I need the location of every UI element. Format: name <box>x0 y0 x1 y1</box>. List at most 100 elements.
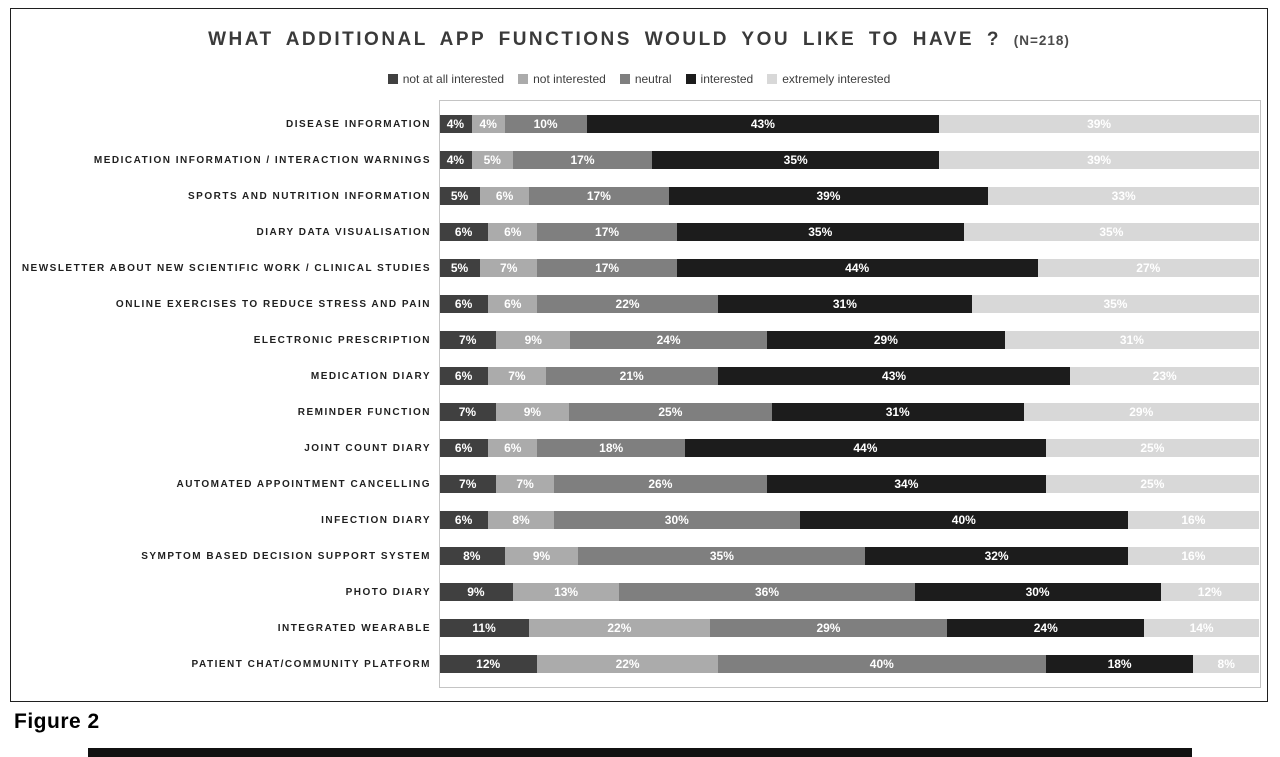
bar-segment: 35% <box>971 295 1259 313</box>
segment-label: 12% <box>476 657 501 671</box>
bar-segment: 17% <box>512 151 653 169</box>
segment-label: 4% <box>479 117 497 131</box>
bar-segment: 5% <box>439 187 480 205</box>
row-label: SYMPTOM BASED DECISION SUPPORT SYSTEM <box>141 550 431 562</box>
bar-segment: 6% <box>488 295 538 313</box>
segment-label: 6% <box>504 297 522 311</box>
bar-row: NEWSLETTER ABOUT NEW SCIENTIFIC WORK / C… <box>15 250 1259 286</box>
bar-segment: 39% <box>939 115 1259 133</box>
segment-label: 22% <box>615 657 640 671</box>
bar-segment: 30% <box>553 511 800 529</box>
bar-segment: 25% <box>1045 439 1259 457</box>
segment-label: 22% <box>607 621 632 635</box>
bar-segment: 44% <box>684 439 1046 457</box>
segment-label: 4% <box>446 153 465 167</box>
row-label: INTEGRATED WEARABLE <box>277 622 431 634</box>
legend-label: interested <box>700 72 754 86</box>
bar-segment: 39% <box>939 151 1259 169</box>
bar-row: SPORTS AND NUTRITION INFORMATION 5% 6% 17% 3… <box>15 178 1259 214</box>
segment-label: 13% <box>554 585 579 599</box>
segment-label: 25% <box>658 405 683 419</box>
bar-segment: 6% <box>488 439 538 457</box>
segment-label: 40% <box>869 657 894 671</box>
bar-segment: 17% <box>537 223 677 241</box>
bar-segment: 18% <box>537 439 685 457</box>
bar-segment: 23% <box>1070 367 1259 385</box>
bar-segment: 17% <box>529 187 669 205</box>
segment-label: 18% <box>1107 657 1132 671</box>
legend-swatch <box>685 74 696 84</box>
segment-label: 17% <box>570 153 595 167</box>
bar-row: PHOTO DIARY 9% 13% 36% 30% 12% <box>15 574 1259 610</box>
segment-label: 40% <box>951 513 976 527</box>
segment-label: 39% <box>1087 153 1112 167</box>
legend-item: interested <box>685 72 754 86</box>
segment-label: 7% <box>508 369 526 383</box>
bar-segment: 18% <box>1045 655 1194 673</box>
segment-label: 14% <box>1189 621 1214 635</box>
segment-label: 35% <box>1099 225 1124 239</box>
row-label: AUTOMATED APPOINTMENT CANCELLING <box>176 478 431 490</box>
bar-segment: 43% <box>717 367 1071 385</box>
legend-label: not interested <box>533 72 606 86</box>
bar-segment: 31% <box>717 295 972 313</box>
bar-segment: 12% <box>439 655 538 673</box>
bar-segment: 35% <box>578 547 866 565</box>
bar-segment: 25% <box>1045 475 1259 493</box>
bar-segment: 4% <box>439 115 472 133</box>
row-label: ONLINE EXERCISES TO REDUCE STRESS AND PA… <box>115 298 431 310</box>
bar: 6% 6% 17% 35% 35% <box>439 223 1259 241</box>
segment-label: 26% <box>648 477 673 491</box>
segment-label: 27% <box>1136 261 1161 275</box>
bar-segment: 34% <box>766 475 1046 493</box>
segment-label: 6% <box>454 441 473 455</box>
bar-segment: 36% <box>619 583 915 601</box>
segment-label: 5% <box>483 153 501 167</box>
bar-row: ELECTRONIC PRESCRIPTION 7% 9% 24% 29% 31% <box>15 322 1259 358</box>
bar-segment: 24% <box>570 331 767 349</box>
chart-title-text: WHAT ADDITIONAL APP FUNCTIONS WOULD YOU … <box>208 29 1001 50</box>
bar-segment: 22% <box>537 655 718 673</box>
segment-label: 7% <box>459 477 477 491</box>
segment-label: 16% <box>1181 513 1206 527</box>
segment-label: 25% <box>1140 441 1165 455</box>
chart-title: WHAT ADDITIONAL APP FUNCTIONS WOULD YOU … <box>11 27 1267 54</box>
bar-row: REMINDER FUNCTION 7% 9% 25% 31% 29% <box>15 394 1259 430</box>
figure-caption: Figure 2 <box>14 710 100 733</box>
row-label: SPORTS AND NUTRITION INFORMATION <box>188 190 431 202</box>
bar-segment: 29% <box>709 619 948 637</box>
plot: DISEASE INFORMATION 4% 4% 10% 43% 39% MEDICATI… <box>15 100 1261 688</box>
page-bottom-rule <box>88 748 1192 757</box>
segment-label: 25% <box>1140 477 1165 491</box>
bar-row: PATIENT CHAT/COMMUNITY PLATFORM 12% 22% 40%… <box>15 646 1259 682</box>
legend-swatch <box>619 74 630 84</box>
bar: 4% 5% 17% 35% 39% <box>439 151 1259 169</box>
bar-row: ONLINE EXERCISES TO REDUCE STRESS AND PA… <box>15 286 1259 322</box>
segment-label: 7% <box>459 333 477 347</box>
segment-label: 17% <box>595 225 620 239</box>
bar-row: DISEASE INFORMATION 4% 4% 10% 43% 39% <box>15 106 1259 142</box>
segment-label: 12% <box>1197 585 1222 599</box>
bar-segment: 29% <box>1023 403 1259 421</box>
segment-label: 35% <box>783 153 808 167</box>
bar-row: INFECTION DIARY 6% 8% 30% 40% 16% <box>15 502 1259 538</box>
segment-label: 35% <box>1103 297 1128 311</box>
bar-segment: 30% <box>914 583 1161 601</box>
bar-row: MEDICATION DIARY 6% 7% 21% 43% 23% <box>15 358 1259 394</box>
bar-segment: 7% <box>439 331 497 349</box>
segment-label: 6% <box>454 297 473 311</box>
bar-segment: 16% <box>1127 511 1259 529</box>
segment-label: 6% <box>454 225 473 239</box>
bar-segment: 10% <box>504 115 587 133</box>
row-label: DISEASE INFORMATION <box>286 118 431 130</box>
segment-label: 5% <box>450 261 469 275</box>
bar: 7% 9% 25% 31% 29% <box>439 403 1259 421</box>
segment-label: 30% <box>664 513 689 527</box>
bar-segment: 21% <box>545 367 718 385</box>
segment-label: 43% <box>750 117 775 131</box>
bar-segment: 7% <box>439 475 497 493</box>
bar-segment: 6% <box>439 223 489 241</box>
segment-label: 43% <box>882 369 907 383</box>
bar-segment: 29% <box>766 331 1005 349</box>
